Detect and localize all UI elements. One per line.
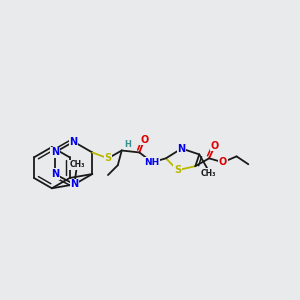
Text: CH₃: CH₃ — [200, 169, 216, 178]
Text: O: O — [219, 157, 227, 167]
Text: N: N — [51, 169, 59, 179]
Text: NH: NH — [145, 158, 160, 167]
Text: S: S — [104, 153, 112, 163]
Text: O: O — [140, 135, 148, 145]
Text: H: H — [124, 140, 131, 149]
Text: CH₃: CH₃ — [70, 160, 85, 169]
Text: O: O — [211, 141, 219, 151]
Text: N: N — [51, 148, 59, 158]
Text: S: S — [174, 165, 181, 175]
Text: N: N — [178, 143, 186, 154]
Text: N: N — [70, 179, 79, 189]
Text: N: N — [70, 137, 78, 147]
